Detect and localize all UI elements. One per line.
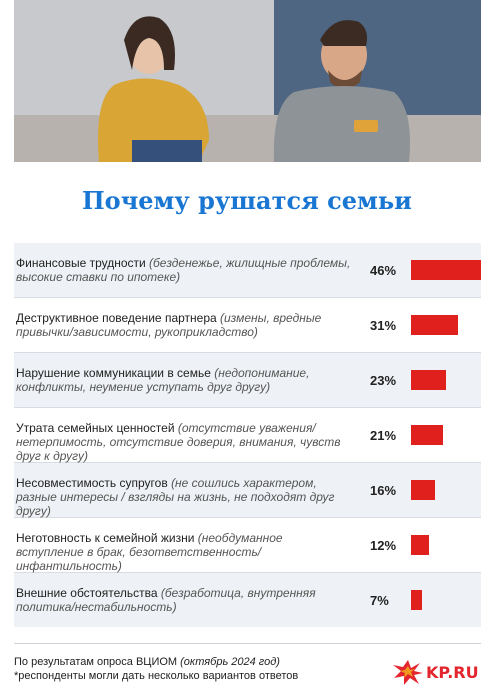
category-note: (отсутствие уважения/нетерпимость, отсут… [16,421,341,463]
source-line: По результатам опроса ВЦИОМ (октябрь 202… [14,655,374,669]
category-note: (недопонимание, конфликты, неумение усту… [16,366,310,394]
category-note: (безработица, внутренняя политика/нестаб… [16,586,316,614]
footnote: *респонденты могли дать несколько вариан… [14,670,299,682]
chart-row: Несовместимость супругов (не сошлись хар… [14,463,481,518]
category-label: Несовместимость супругов (не сошлись хар… [16,476,351,518]
bar [411,425,443,445]
kp-logo-text: KP.RU [426,663,479,682]
bar-chart: Финансовые трудности (безденежье, жилищн… [14,243,481,627]
category-label: Утрата семейных ценностей (отсутствие ув… [16,421,351,463]
category-note: (необдуманное вступление в брак, безотве… [16,531,283,573]
category-main: Финансовые трудности [16,256,150,270]
chart-row: Внешние обстоятельства (безработица, вну… [14,573,481,627]
value-label: 46% [370,263,397,278]
category-label: Финансовые трудности (безденежье, жилищн… [16,256,351,284]
category-note: (измены, вредные привычки/зависимости, р… [16,311,322,339]
category-label: Нарушение коммуникации в семье (недопони… [16,366,351,394]
chart-title: Почему рушатся семьи [82,186,412,215]
chart-row: Нарушение коммуникации в семье (недопони… [14,353,481,408]
category-label: Деструктивное поведение партнера (измены… [16,311,351,339]
source-prefix: По результатам опроса ВЦИОМ [14,656,181,668]
bar [411,260,481,280]
category-note: (не сошлись характером, разные интересы … [16,476,335,518]
category-label: Неготовность к семейной жизни (необдуман… [16,531,351,573]
chart-row: Финансовые трудности (безденежье, жилищн… [14,243,481,298]
value-label: 21% [370,428,397,443]
value-label: 16% [370,483,397,498]
value-label: 12% [370,538,397,553]
category-label: Внешние обстоятельства (безработица, вну… [16,586,351,614]
kp-logo[interactable]: KP.RU [392,659,482,685]
category-note: (безденежье, жилищные проблемы, высокие … [16,256,351,284]
value-label: 23% [370,373,397,388]
bar [411,480,435,500]
footer-divider [14,643,481,644]
value-label: 7% [370,593,389,608]
couple-photo [14,0,481,162]
source-date: (октябрь 2024 год) [180,656,280,668]
category-main: Утрата семейных ценностей [16,421,178,435]
category-main: Деструктивное поведение партнера [16,311,220,325]
footer: По результатам опроса ВЦИОМ (октябрь 202… [14,655,374,683]
category-main: Несовместимость супругов [16,476,172,490]
chart-row: Деструктивное поведение партнера (измены… [14,298,481,353]
bar [411,370,446,390]
chart-row: Неготовность к семейной жизни (необдуман… [14,518,481,573]
category-main: Внешние обстоятельства [16,586,161,600]
category-main: Нарушение коммуникации в семье [16,366,215,380]
bar [411,590,422,610]
kp-star-icon [393,660,423,685]
value-label: 31% [370,318,397,333]
bar [411,535,429,555]
category-main: Неготовность к семейной жизни [16,531,198,545]
bar [411,315,458,335]
chart-row: Утрата семейных ценностей (отсутствие ув… [14,408,481,463]
